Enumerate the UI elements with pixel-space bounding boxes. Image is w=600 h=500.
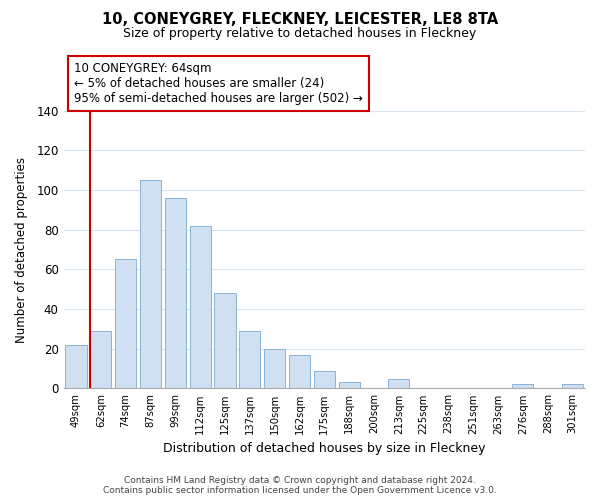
Bar (165, 198, 186, 388)
Text: 10, CONEYGREY, FLECKNEY, LEICESTER, LE8 8TA: 10, CONEYGREY, FLECKNEY, LEICESTER, LE8 … (102, 12, 498, 28)
Bar (388, 378, 409, 388)
Bar (562, 384, 583, 388)
Bar (314, 370, 335, 388)
Bar (239, 331, 260, 388)
Bar (264, 349, 285, 389)
X-axis label: Distribution of detached houses by size in Fleckney: Distribution of detached houses by size … (163, 442, 485, 455)
Bar (90, 331, 112, 388)
Bar (214, 293, 236, 388)
Bar (190, 226, 211, 388)
Y-axis label: Number of detached properties: Number of detached properties (15, 156, 28, 342)
Text: Size of property relative to detached houses in Fleckney: Size of property relative to detached ho… (124, 28, 476, 40)
Text: Contains HM Land Registry data © Crown copyright and database right 2024.
Contai: Contains HM Land Registry data © Crown c… (103, 476, 497, 495)
Text: 10 CONEYGREY: 64sqm
← 5% of detached houses are smaller (24)
95% of semi-detache: 10 CONEYGREY: 64sqm ← 5% of detached hou… (74, 62, 363, 105)
Bar (140, 180, 161, 388)
Bar (289, 354, 310, 388)
Bar (512, 384, 533, 388)
Bar (115, 260, 136, 388)
Bar (338, 382, 359, 388)
Bar (65, 345, 86, 389)
